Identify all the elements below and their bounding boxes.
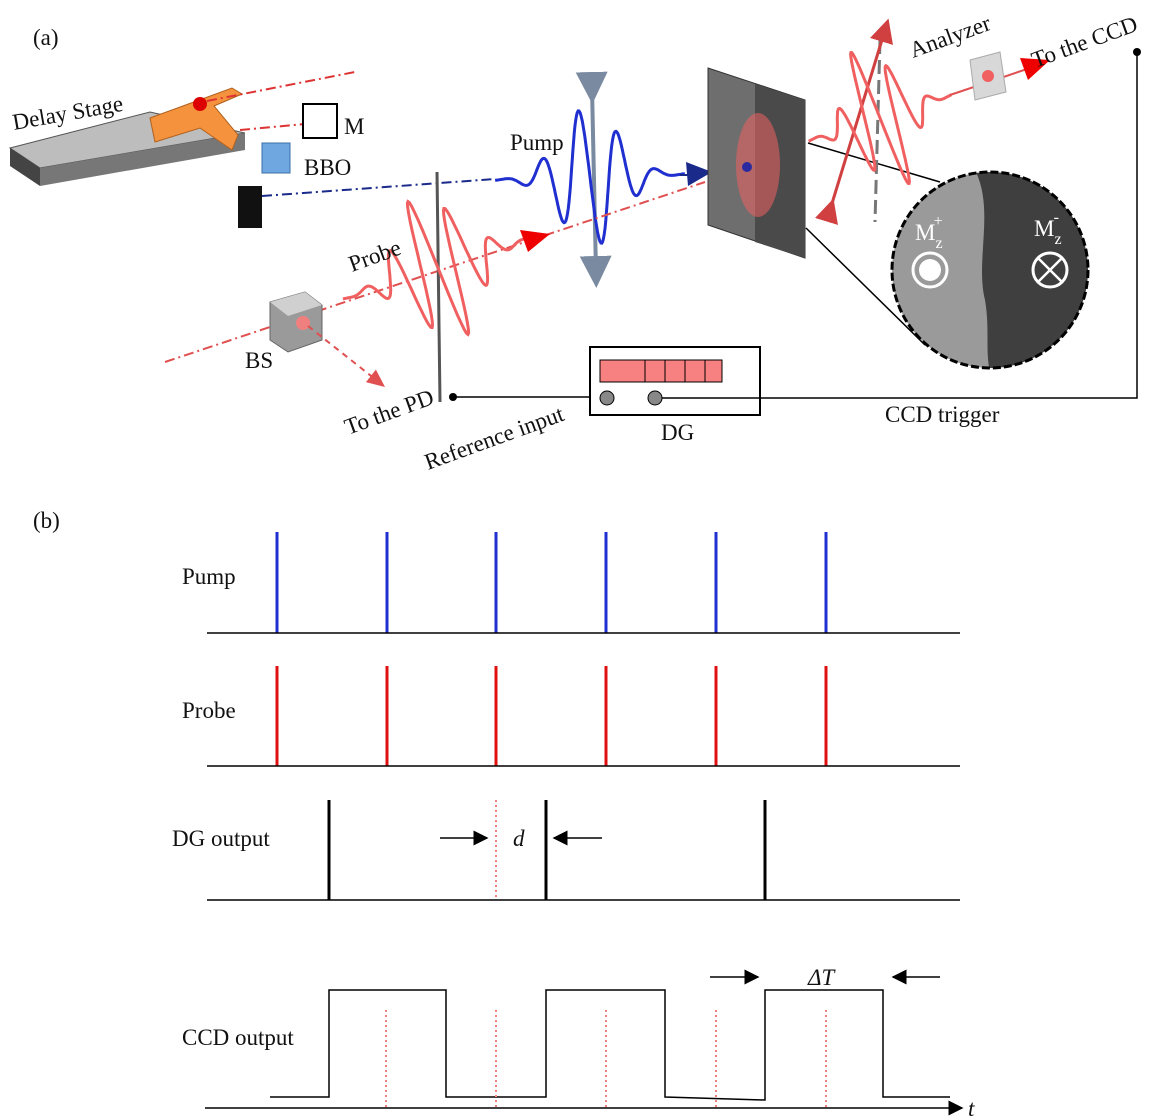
label: BS [245, 348, 273, 373]
dg-pulse [329, 800, 765, 900]
arrowhead [520, 230, 550, 252]
row-label: CCD output [182, 1025, 294, 1050]
knob [600, 391, 614, 405]
pump-spot [742, 162, 752, 172]
beam-spot [982, 70, 994, 82]
knob [648, 391, 662, 405]
row-label: DG output [172, 826, 270, 851]
beam-spot [193, 97, 207, 111]
beam [240, 124, 305, 130]
label: BBO [304, 155, 351, 180]
pump-beam [262, 179, 495, 196]
polarization [592, 88, 596, 272]
reflected-beam [308, 326, 385, 387]
superscript: + [934, 213, 943, 230]
label: M [344, 114, 364, 139]
panel-a: (a) Delay Stage M BBO Pump Probe BS To t… [10, 10, 1141, 474]
period-label: ΔT [807, 965, 836, 990]
label: Reference input [421, 401, 568, 475]
bbo-crystal [262, 143, 290, 173]
panel-b: (b) Pump Probe DG output CCD output d t … [33, 508, 975, 1117]
display [600, 360, 722, 382]
label: Analyzer [906, 10, 994, 62]
axis-label: t [968, 1096, 975, 1117]
beam-spot [296, 316, 310, 330]
superscript: - [1054, 209, 1059, 226]
label: DG [661, 420, 694, 445]
row-label: Probe [182, 698, 236, 723]
pulse-trains [277, 532, 826, 766]
subscript: z [935, 235, 942, 252]
panel-label: (b) [33, 508, 60, 533]
label: Pump [510, 130, 564, 155]
mirror-block [238, 186, 262, 228]
delay-label: d [513, 826, 525, 851]
row-label: Pump [182, 564, 236, 589]
polarization [437, 172, 440, 402]
beam [207, 72, 355, 101]
symbol: M [915, 220, 935, 245]
moment-up-dot [919, 259, 941, 281]
ccd-signal [270, 990, 950, 1100]
mirror [303, 104, 337, 138]
page: {"panel_a":{"label":"(a)","delay_stage":… [0, 0, 1159, 1117]
analyzer-axis [875, 40, 880, 222]
reference-line [386, 1010, 826, 1108]
label: Probe [345, 235, 404, 277]
label: CCD trigger [885, 402, 1000, 427]
connector [1133, 48, 1141, 56]
panel-label: (a) [33, 25, 59, 50]
symbol: M [1034, 216, 1054, 241]
label: To the CCD [1028, 11, 1141, 72]
figure: (a) Delay Stage M BBO Pump Probe BS To t… [0, 0, 1159, 1117]
label: To the PD [341, 384, 437, 439]
subscript: z [1054, 231, 1061, 248]
